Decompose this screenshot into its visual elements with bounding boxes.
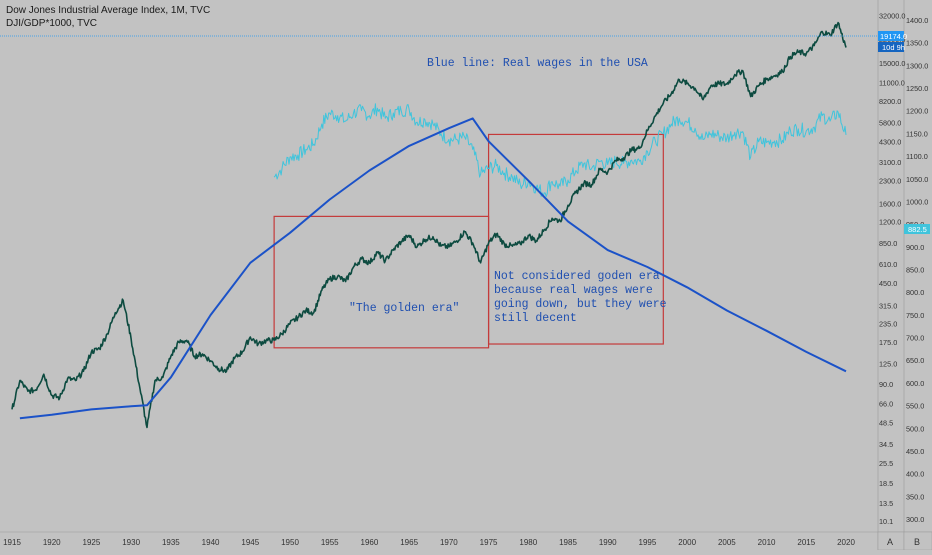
x-tick-label: 1970 (440, 538, 458, 547)
annotation-box-2 (487, 133, 664, 345)
right-tick-label: 900.0 (906, 243, 924, 252)
right-tick-label: 1000.0 (906, 197, 928, 206)
left-tick-label: 13.5 (879, 499, 893, 508)
x-tick-label: 1935 (162, 538, 180, 547)
right-tick-label: 650.0 (906, 356, 924, 365)
right-tick-label: 300.0 (906, 515, 924, 524)
left-tick-label: 34.5 (879, 440, 893, 449)
left-tick-label: 175.0 (879, 338, 897, 347)
left-tick-label: 2300.0 (879, 177, 901, 186)
left-tick-label: 32000.0 (879, 11, 905, 20)
ratio-price-badge (904, 224, 930, 234)
not-golden-line-2: because real wages were (494, 284, 653, 297)
left-tick-label: 610.0 (879, 260, 897, 269)
wages-series-line (19, 117, 847, 420)
right-tick-label: 1350.0 (906, 39, 928, 48)
x-tick-label: 1990 (599, 538, 617, 547)
left-tick-label: 3100.0 (879, 158, 901, 167)
x-tick-label: 2010 (758, 538, 776, 547)
x-tick-label: 2015 (797, 538, 815, 547)
right-tick-label: 700.0 (906, 334, 924, 343)
x-tick-label: 2020 (837, 538, 855, 547)
left-tick-label: 235.0 (879, 320, 897, 329)
x-tick-label: 1995 (639, 538, 657, 547)
left-tick-label: 18.5 (879, 479, 893, 488)
left-tick-label: 4300.0 (879, 137, 901, 146)
x-tick-label: 1965 (400, 538, 418, 547)
x-tick-label: 1915 (3, 538, 21, 547)
right-tick-label: 1200.0 (906, 107, 928, 116)
right-tick-label: 1100.0 (906, 152, 928, 161)
x-tick-label: 1945 (241, 538, 259, 547)
x-tick-label: 1975 (480, 538, 498, 547)
not-golden-line-3: going down, but they were (494, 298, 667, 311)
left-tick-label: 1600.0 (879, 199, 901, 208)
current-price-badge (878, 31, 904, 41)
x-tick-label: 1920 (43, 538, 61, 547)
right-tick-label: 1300.0 (906, 61, 928, 70)
right-tick-label: 850.0 (906, 266, 924, 275)
chart-subtitle: DJI/GDP*1000, TVC (6, 18, 97, 29)
countdown-badge (878, 42, 904, 52)
right-tick-label: 450.0 (906, 447, 924, 456)
right-tick-label: 600.0 (906, 379, 924, 388)
left-tick-label: 11000.0 (879, 78, 905, 87)
right-tick-label: 750.0 (906, 311, 924, 320)
x-tick-label: 1980 (519, 538, 537, 547)
ratio-series-line (273, 103, 847, 197)
right-tick-label: 400.0 (906, 470, 924, 479)
left-tick-label: 5800.0 (879, 119, 901, 128)
left-tick-label: 25.5 (879, 459, 893, 468)
x-tick-label: 1925 (83, 538, 101, 547)
ratio-price-label: 882.5 (908, 225, 927, 234)
left-tick-label: 66.0 (879, 399, 893, 408)
x-tick-label: 1985 (559, 538, 577, 547)
current-price-label: 19174.0 (880, 32, 907, 41)
countdown-label: 10d 9h (882, 43, 905, 52)
wages-annotation: Blue line: Real wages in the USA (427, 57, 648, 70)
left-tick-label: 850.0 (879, 239, 897, 248)
golden-era-annotation: "The golden era" (349, 302, 459, 315)
right-tick-label: 1150.0 (906, 129, 928, 138)
right-tick-label: 1400.0 (906, 16, 928, 25)
x-tick-label: 1930 (122, 538, 140, 547)
scale-b-label: B (914, 537, 920, 547)
right-tick-label: 350.0 (906, 492, 924, 501)
x-tick-label: 2000 (678, 538, 696, 547)
right-tick-label: 800.0 (906, 288, 924, 297)
left-tick-label: 8200.0 (879, 97, 901, 106)
not-golden-line-1: Not considered goden era (494, 270, 660, 283)
not-golden-line-4: still decent (494, 312, 577, 325)
chart-title: Dow Jones Industrial Average Index, 1M, … (6, 5, 210, 16)
x-tick-label: 1940 (202, 538, 220, 547)
left-tick-label: 10.1 (879, 517, 893, 526)
left-tick-label: 315.0 (879, 301, 897, 310)
left-tick-label: 1200.0 (879, 217, 901, 226)
right-tick-label: 1050.0 (906, 175, 928, 184)
left-tick-label: 48.5 (879, 419, 893, 428)
left-tick-label: 90.0 (879, 380, 893, 389)
right-tick-label: 1250.0 (906, 84, 928, 93)
right-tick-label: 500.0 (906, 424, 924, 433)
x-tick-label: 1955 (321, 538, 339, 547)
right-tick-label: 550.0 (906, 402, 924, 411)
left-tick-label: 125.0 (879, 359, 897, 368)
x-tick-label: 1960 (361, 538, 379, 547)
scale-a-label: A (887, 537, 893, 547)
x-tick-label: 1950 (281, 538, 299, 547)
left-tick-label: 15000.0 (879, 59, 905, 68)
x-tick-label: 2005 (718, 538, 736, 547)
left-tick-label: 450.0 (879, 279, 897, 288)
